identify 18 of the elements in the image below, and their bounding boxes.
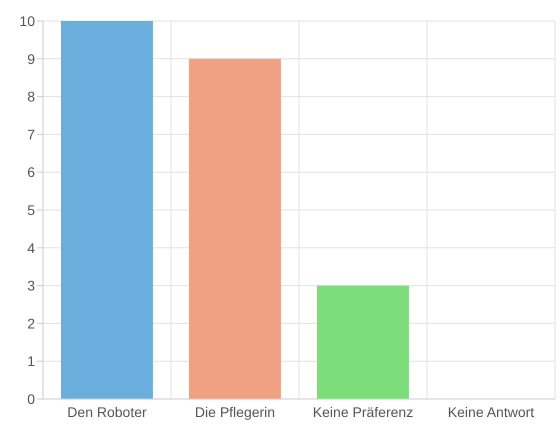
- x-tick-label: Keine Antwort: [448, 404, 534, 420]
- x-tick-label: Keine Präferenz: [312, 404, 414, 420]
- y-tick-label: 6: [27, 164, 36, 180]
- y-tick-label: 8: [27, 88, 36, 105]
- bar: [188, 58, 281, 399]
- y-tick-label: 0: [27, 390, 36, 407]
- x-tick-label: Die Pflegerin: [194, 404, 276, 420]
- y-tick-label: 10: [19, 12, 36, 29]
- y-tick-label: 5: [27, 202, 36, 218]
- y-tick-label: 1: [27, 353, 36, 370]
- bar: [60, 21, 153, 399]
- x-tick-label: Den Roboter: [67, 404, 148, 420]
- y-tick-label: 3: [27, 278, 36, 294]
- y-tick-label: 9: [27, 50, 36, 67]
- y-tick-label: 4: [27, 240, 36, 256]
- bar: [316, 286, 409, 399]
- y-tick-label: 7: [27, 126, 36, 142]
- y-tick-label: 2: [27, 315, 36, 332]
